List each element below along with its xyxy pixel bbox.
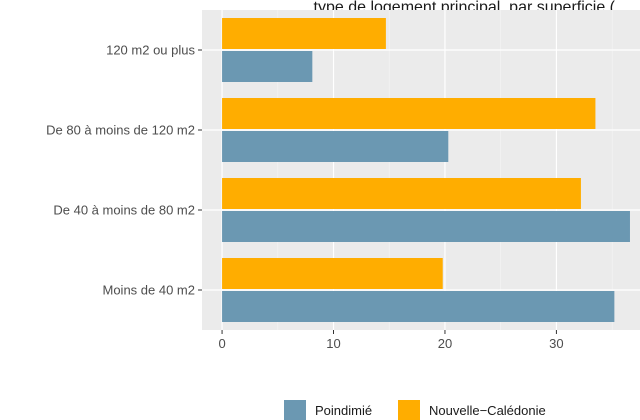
y-axis: Moins de 40 m2 De 40 à moins de 80 m2 De 8… <box>46 43 202 298</box>
x-axis: 0 10 20 30 <box>218 330 563 351</box>
bar-2-series-1 <box>222 211 630 242</box>
bar-1-series-1 <box>222 291 614 322</box>
bar-3-series-1 <box>222 131 448 162</box>
x-tick-label: 20 <box>438 336 452 351</box>
bar-2-series-2 <box>222 178 581 209</box>
x-tick-label: 0 <box>218 336 225 351</box>
legend: Poindimié Nouvelle−Calédonie <box>284 400 546 420</box>
bar-4-series-1 <box>222 51 312 82</box>
legend-label-1: Poindimié <box>315 403 372 418</box>
y-tick-label: 120 m2 ou plus <box>106 43 195 58</box>
legend-label-2: Nouvelle−Calédonie <box>429 403 546 418</box>
y-tick-label: De 80 à moins de 120 m2 <box>46 123 195 138</box>
y-tick-label: De 40 à moins de 80 m2 <box>53 203 195 218</box>
legend-swatch-2 <box>398 400 420 420</box>
y-tick-label: Moins de 40 m2 <box>103 283 196 298</box>
legend-swatch-1 <box>284 400 306 420</box>
bar-3-series-2 <box>222 98 595 129</box>
bar-1-series-2 <box>222 258 443 289</box>
x-tick-label: 30 <box>549 336 563 351</box>
bar-4-series-2 <box>222 18 386 49</box>
x-tick-label: 10 <box>326 336 340 351</box>
